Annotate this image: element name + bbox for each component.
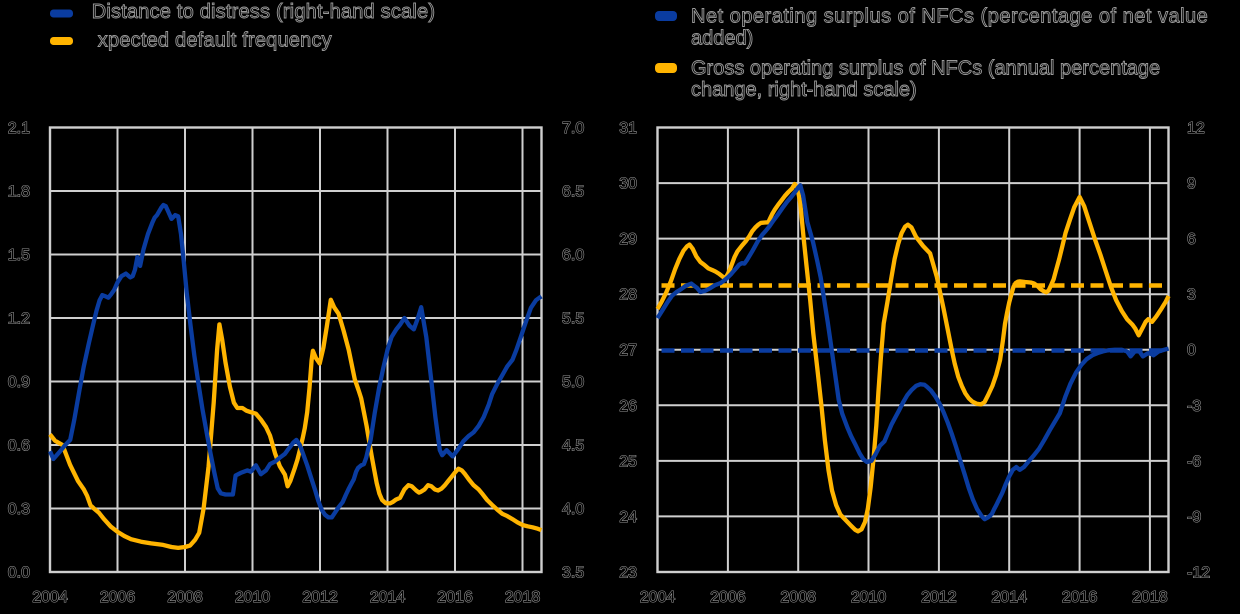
svg-text:1.5: 1.5 [8, 247, 30, 264]
svg-text:7.0: 7.0 [562, 120, 584, 137]
svg-text:2006: 2006 [710, 589, 746, 606]
svg-text:2014: 2014 [370, 589, 406, 606]
svg-text:added): added) [691, 28, 753, 50]
svg-text:2012: 2012 [302, 589, 338, 606]
svg-text:26: 26 [619, 398, 637, 415]
svg-text:27: 27 [619, 342, 637, 359]
svg-text:30: 30 [619, 176, 637, 193]
svg-text:-3: -3 [1187, 398, 1201, 415]
svg-text:2010: 2010 [851, 589, 887, 606]
svg-text:5.0: 5.0 [562, 374, 584, 391]
svg-text:2010: 2010 [235, 589, 271, 606]
svg-text:4.0: 4.0 [562, 501, 584, 518]
svg-text:2012: 2012 [921, 589, 957, 606]
svg-text:2006: 2006 [100, 589, 136, 606]
svg-text:2016: 2016 [1062, 589, 1098, 606]
svg-text:6.0: 6.0 [562, 247, 584, 264]
svg-text:0.3: 0.3 [8, 501, 30, 518]
svg-text:2.1: 2.1 [8, 120, 30, 137]
svg-text:0.9: 0.9 [8, 374, 30, 391]
svg-text:-12: -12 [1187, 565, 1210, 582]
svg-text:xpected default frequency: xpected default frequency [98, 30, 332, 52]
svg-text:9: 9 [1187, 176, 1196, 193]
svg-text:25: 25 [619, 453, 637, 470]
svg-text:Gross operating surplus of NFC: Gross operating surplus of NFCs (annual … [691, 58, 1160, 80]
svg-text:2004: 2004 [32, 589, 68, 606]
svg-text:2016: 2016 [437, 589, 473, 606]
svg-text:0: 0 [1187, 342, 1196, 359]
svg-text:28: 28 [619, 287, 637, 304]
svg-text:6.5: 6.5 [562, 184, 584, 201]
svg-text:0.6: 0.6 [8, 438, 30, 455]
svg-text:29: 29 [619, 231, 637, 248]
svg-text:0.0: 0.0 [8, 565, 30, 582]
svg-text:6: 6 [1187, 231, 1196, 248]
svg-text:2008: 2008 [780, 589, 816, 606]
svg-text:3: 3 [1187, 287, 1196, 304]
svg-text:Net operating surplus of NFCs: Net operating surplus of NFCs (percentag… [691, 6, 1208, 28]
svg-text:2008: 2008 [167, 589, 203, 606]
svg-text:Distance to distress (right-ha: Distance to distress (right-hand scale) [92, 1, 436, 23]
svg-text:2004: 2004 [640, 589, 676, 606]
svg-text:12: 12 [1187, 120, 1205, 137]
svg-text:change, right-hand scale): change, right-hand scale) [691, 79, 917, 101]
svg-text:1.8: 1.8 [8, 184, 30, 201]
svg-text:3.5: 3.5 [562, 565, 584, 582]
svg-text:31: 31 [619, 120, 637, 137]
svg-text:4.5: 4.5 [562, 438, 584, 455]
svg-text:-6: -6 [1187, 453, 1201, 470]
svg-text:2014: 2014 [991, 589, 1027, 606]
svg-text:23: 23 [619, 565, 637, 582]
svg-text:24: 24 [619, 509, 637, 526]
svg-text:-9: -9 [1187, 509, 1201, 526]
svg-text:1.2: 1.2 [8, 311, 30, 328]
svg-text:2018: 2018 [1132, 589, 1168, 606]
svg-text:2018: 2018 [505, 589, 541, 606]
svg-text:5.5: 5.5 [562, 311, 584, 328]
